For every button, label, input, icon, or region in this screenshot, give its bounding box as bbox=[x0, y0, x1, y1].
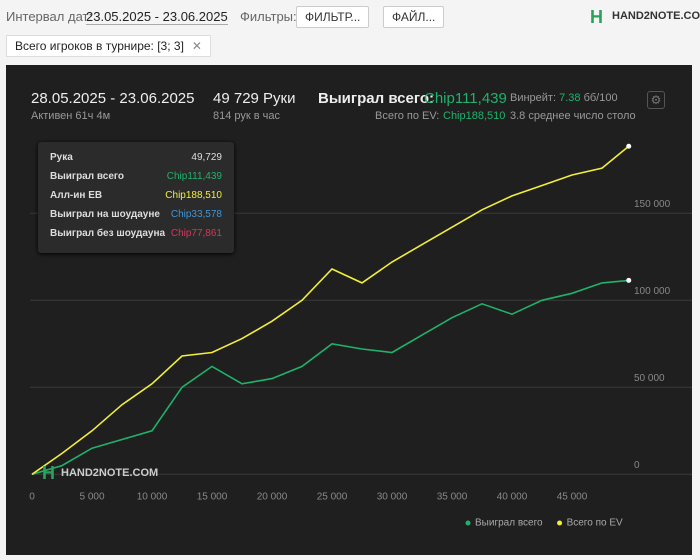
tooltip-value: Chip188,510 bbox=[165, 190, 222, 201]
active-time: Активен 61ч 4м bbox=[31, 110, 111, 122]
x-tick-label: 25 000 bbox=[317, 492, 348, 503]
ev-value: Chip188,510 bbox=[443, 110, 506, 122]
won-label: Выиграл всего: bbox=[318, 90, 435, 107]
x-tick-label: 0 bbox=[29, 492, 35, 503]
date-range[interactable]: 23.05.2025 - 23.06.2025 bbox=[86, 9, 228, 25]
tooltip-label: Выиграл на шоудауне bbox=[50, 209, 160, 220]
tooltip-value: 49,729 bbox=[191, 152, 222, 163]
tooltip-label: Алл-ин ЕВ bbox=[50, 190, 103, 201]
x-tick-label: 35 000 bbox=[437, 492, 468, 503]
y-tick-label: 100 000 bbox=[634, 286, 671, 297]
legend-marker bbox=[557, 520, 563, 526]
tooltip-label: Рука bbox=[50, 152, 73, 163]
x-tick-label: 5 000 bbox=[79, 492, 104, 503]
y-tick-label: 50 000 bbox=[634, 373, 665, 384]
y-tick-label: 0 bbox=[634, 460, 640, 471]
logo-icon: H bbox=[590, 7, 603, 27]
file-button[interactable]: ФАЙЛ... bbox=[383, 6, 445, 28]
hands-per-hour: 814 рук в час bbox=[213, 110, 281, 122]
tag-close[interactable]: ✕ bbox=[191, 39, 202, 53]
tooltip-label: Выиграл всего bbox=[50, 171, 125, 182]
y-tick-label: 150 000 bbox=[634, 199, 671, 210]
winrate: Винрейт: 7.38 бб/100 bbox=[510, 92, 618, 104]
hands: 49 729 Руки bbox=[213, 90, 296, 107]
winrate-label: Винрейт: bbox=[510, 92, 557, 104]
watermark-icon: H bbox=[42, 463, 55, 483]
x-tick-label: 40 000 bbox=[497, 492, 528, 503]
filter-button[interactable]: ФИЛЬТР... bbox=[296, 6, 370, 28]
winrate-unit: бб/100 bbox=[583, 92, 618, 104]
tooltip-label: Выиграл без шоудауна bbox=[50, 228, 166, 239]
date-label: Интервал дат: bbox=[6, 9, 93, 24]
legend-marker bbox=[465, 520, 471, 526]
tooltip-value: Chip77,861 bbox=[170, 228, 222, 239]
legend-label: Выиграл всего bbox=[475, 518, 543, 529]
x-tick-label: 30 000 bbox=[377, 492, 408, 503]
x-tick-label: 10 000 bbox=[137, 492, 168, 503]
avg-tables: 3.8 среднее число столо bbox=[510, 110, 636, 122]
filters-label: Фильтры: bbox=[240, 9, 297, 24]
tag-text: Всего игроков в турнире: [3; 3] bbox=[15, 39, 184, 53]
legend-label: Всего по EV bbox=[567, 518, 623, 529]
winrate-value: 7.38 bbox=[559, 92, 581, 104]
x-tick-label: 20 000 bbox=[257, 492, 288, 503]
logo: HAND2NOTE.COM bbox=[612, 10, 700, 22]
x-tick-label: 15 000 bbox=[197, 492, 228, 503]
end-point bbox=[626, 277, 632, 283]
series-line bbox=[31, 279, 629, 476]
tooltip-value: Chip33,578 bbox=[170, 209, 222, 220]
chart-panel: 28.05.2025 - 23.06.2025 Активен 61ч 4м 4… bbox=[6, 65, 692, 555]
settings-button[interactable]: ⚙ bbox=[647, 91, 665, 109]
tooltip-value: Chip111,439 bbox=[166, 171, 222, 182]
tag[interactable]: Всего игроков в турнире: [3; 3] ✕ bbox=[6, 35, 211, 57]
tooltip: Рука 49,729 Выиграл всего Chip111,439 Алл-ин… bbox=[38, 142, 234, 253]
chart: 0 50 000 100 000 150 000 0 5 000 10 000 15 000 2… bbox=[29, 143, 692, 529]
end-point bbox=[626, 143, 632, 149]
won-value: Chip111,439 bbox=[424, 90, 507, 107]
period: 28.05.2025 - 23.06.2025 bbox=[31, 90, 195, 107]
series-line bbox=[31, 145, 630, 475]
watermark: HAND2NOTE.COM bbox=[61, 467, 159, 479]
x-tick-label: 45 000 bbox=[557, 492, 588, 503]
ev-label: Всего по EV: bbox=[375, 110, 440, 122]
